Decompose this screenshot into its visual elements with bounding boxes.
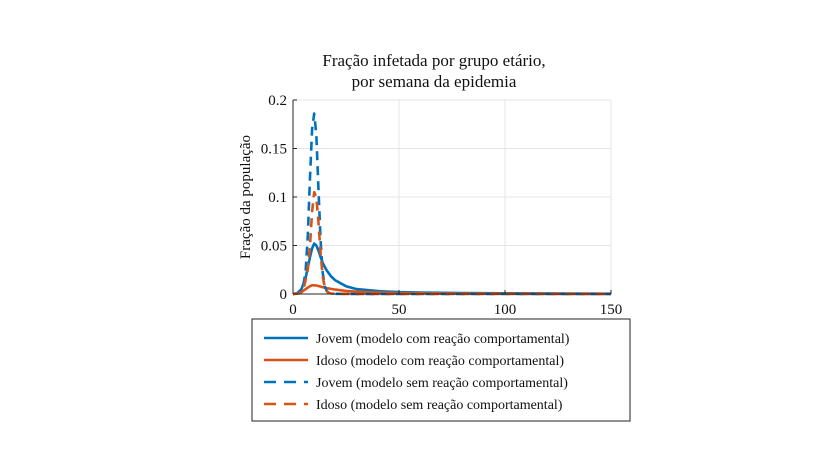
y-tick-label: 0.2: [268, 93, 287, 109]
legend: Jovem (modelo com reação comportamental)…: [251, 318, 631, 422]
legend-label: Idoso (modelo sem reação comportamental): [316, 398, 563, 413]
grid: [293, 99, 612, 294]
x-tick-label: 0: [289, 302, 297, 318]
legend-label: Jovem (modelo sem reação comportamental): [316, 376, 568, 391]
x-tick-label: 150: [600, 302, 623, 318]
y-axis-label: Fração da população: [238, 135, 254, 259]
x-tick-label: 50: [392, 302, 407, 318]
legend-item: Jovem (modelo com reação comportamental): [264, 332, 570, 347]
axes: [292, 99, 612, 295]
chart-title-line-2: por semana da epidemia: [352, 72, 517, 91]
chart-title: Fração infetada por grupo etário, por se…: [322, 51, 545, 91]
legend-item: Idoso (modelo com reação comportamental): [264, 354, 564, 369]
y-tick-label: 0: [280, 287, 288, 303]
chart-title-line-1: Fração infetada por grupo etário,: [322, 51, 545, 70]
legend-item: Jovem (modelo sem reação comportamental): [264, 376, 568, 391]
tick-labels: 0 50 100 150 0 0.05 0.1 0.15 0.2: [261, 93, 623, 318]
legend-label: Idoso (modelo com reação comportamental): [316, 354, 564, 369]
x-tick-label: 100: [494, 302, 517, 318]
legend-label: Jovem (modelo com reação comportamental): [316, 332, 570, 347]
y-tick-label: 0.15: [261, 142, 287, 158]
legend-item: Idoso (modelo sem reação comportamental): [264, 398, 563, 413]
legend-box: [251, 318, 631, 422]
y-tick-label: 0.1: [268, 190, 287, 206]
y-tick-label: 0.05: [261, 239, 287, 255]
